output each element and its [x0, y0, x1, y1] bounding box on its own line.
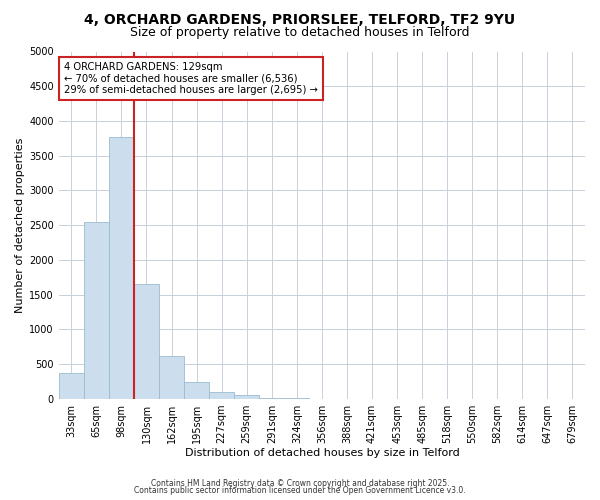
- Text: Size of property relative to detached houses in Telford: Size of property relative to detached ho…: [130, 26, 470, 39]
- Text: 4 ORCHARD GARDENS: 129sqm
← 70% of detached houses are smaller (6,536)
29% of se: 4 ORCHARD GARDENS: 129sqm ← 70% of detac…: [64, 62, 318, 95]
- Bar: [59, 372, 84, 399]
- Bar: [109, 137, 134, 399]
- Bar: [184, 382, 209, 399]
- Y-axis label: Number of detached properties: Number of detached properties: [15, 138, 25, 313]
- Bar: [159, 356, 184, 399]
- Bar: [209, 392, 234, 399]
- Bar: [134, 284, 159, 399]
- Text: 4, ORCHARD GARDENS, PRIORSLEE, TELFORD, TF2 9YU: 4, ORCHARD GARDENS, PRIORSLEE, TELFORD, …: [85, 12, 515, 26]
- Bar: [259, 398, 284, 399]
- Text: Contains public sector information licensed under the Open Government Licence v3: Contains public sector information licen…: [134, 486, 466, 495]
- Bar: [84, 222, 109, 399]
- Bar: [234, 396, 259, 399]
- Text: Contains HM Land Registry data © Crown copyright and database right 2025.: Contains HM Land Registry data © Crown c…: [151, 478, 449, 488]
- Bar: [284, 398, 310, 399]
- X-axis label: Distribution of detached houses by size in Telford: Distribution of detached houses by size …: [185, 448, 459, 458]
